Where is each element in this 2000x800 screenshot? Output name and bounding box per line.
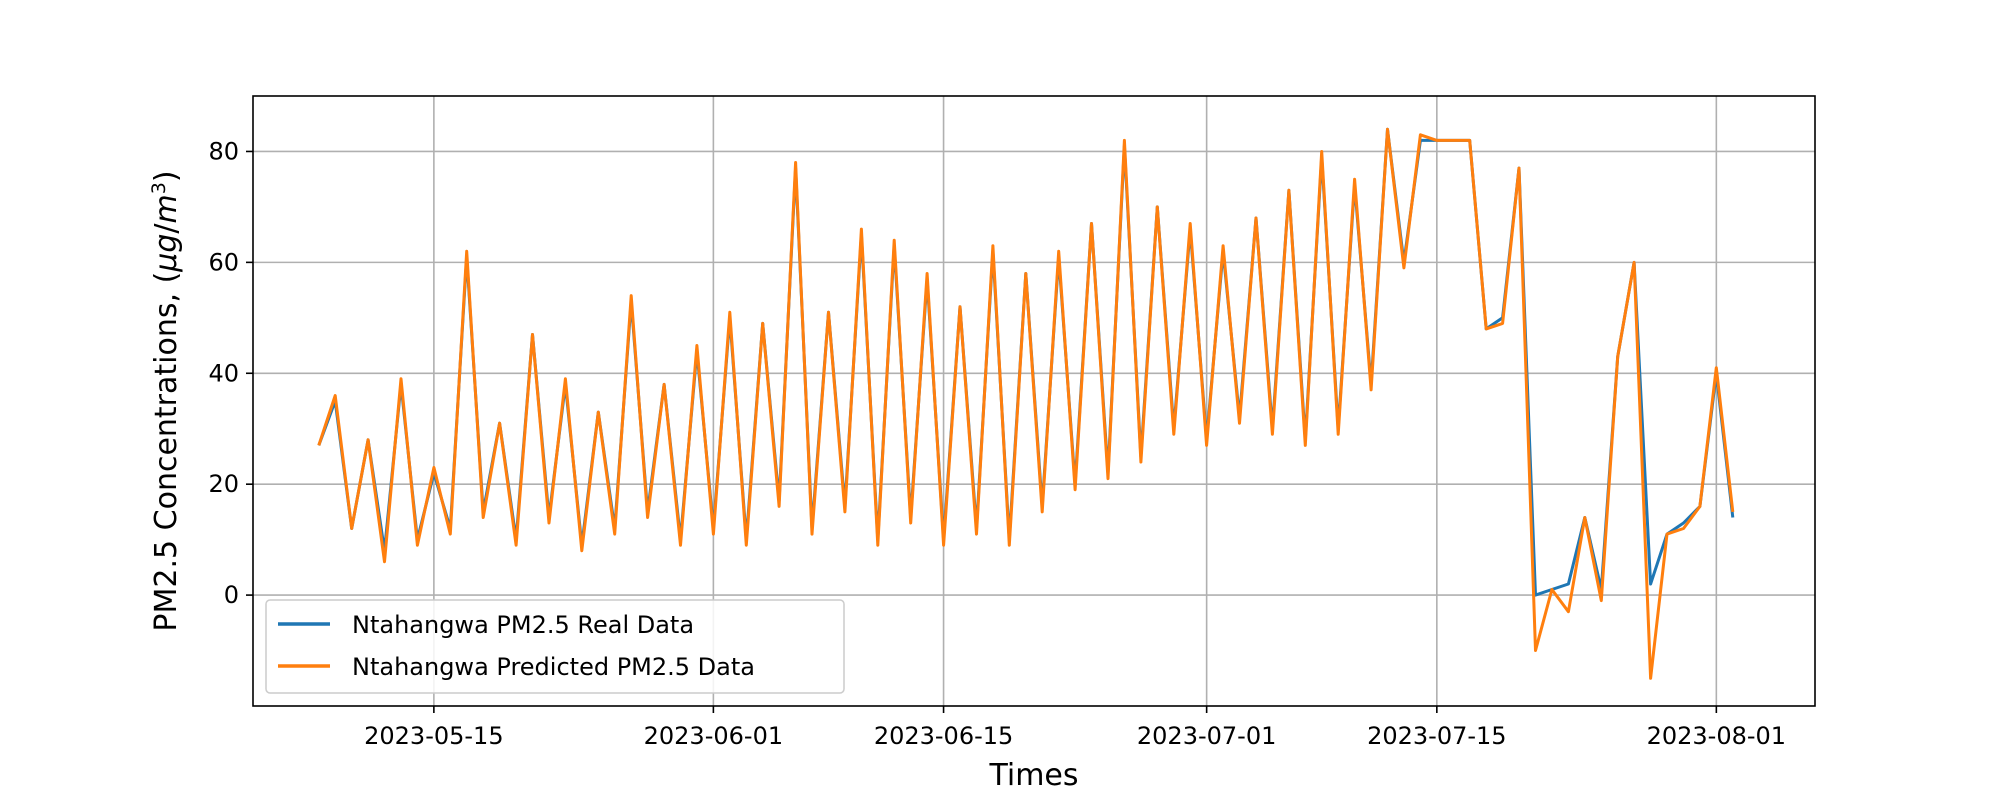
y-axis-ticks: 0 20 40 60 80: [208, 137, 253, 609]
x-tick-label: 2023-07-15: [1367, 722, 1506, 750]
x-axis-ticks: 2023-05-15 2023-06-01 2023-06-15 2023-07-01…: [364, 706, 1786, 750]
y-axis-title-close: ): [149, 170, 184, 182]
x-tick-label: 2023-08-01: [1647, 722, 1786, 750]
legend-label-predicted: Ntahangwa Predicted PM2.5 Data: [352, 653, 755, 681]
plot-area-frame: [252, 95, 1816, 707]
x-tick-label: 2023-07-01: [1137, 722, 1276, 750]
series-layer: [317, 127, 1735, 680]
series-line-predicted: [317, 127, 1735, 680]
y-tick-label: 20: [208, 470, 239, 498]
x-axis-title: Times: [988, 758, 1078, 793]
y-axis-title-main: PM2.5 Concentrations, (: [149, 272, 184, 632]
y-axis-title-sup: 3: [148, 182, 170, 194]
y-axis-title-g: g: [149, 234, 184, 253]
y-axis-title: PM2.5 Concentrations, (μg/m3): [148, 170, 184, 631]
y-axis-title-mu: μ: [149, 253, 184, 273]
y-tick-label: 0: [224, 581, 239, 609]
y-tick-label: 80: [208, 137, 239, 165]
y-tick-label: 40: [208, 359, 239, 387]
x-tick-label: 2023-06-15: [874, 722, 1013, 750]
y-axis-title-m: m: [149, 194, 184, 223]
y-tick-label: 60: [208, 248, 239, 276]
legend: Ntahangwa PM2.5 Real Data Ntahangwa Pred…: [265, 599, 845, 694]
x-tick-label: 2023-05-15: [364, 722, 503, 750]
x-tick-label: 2023-06-01: [644, 722, 783, 750]
legend-label-real: Ntahangwa PM2.5 Real Data: [352, 611, 694, 639]
y-axis-title-slash: /: [149, 223, 184, 234]
legend-box: [265, 599, 845, 694]
